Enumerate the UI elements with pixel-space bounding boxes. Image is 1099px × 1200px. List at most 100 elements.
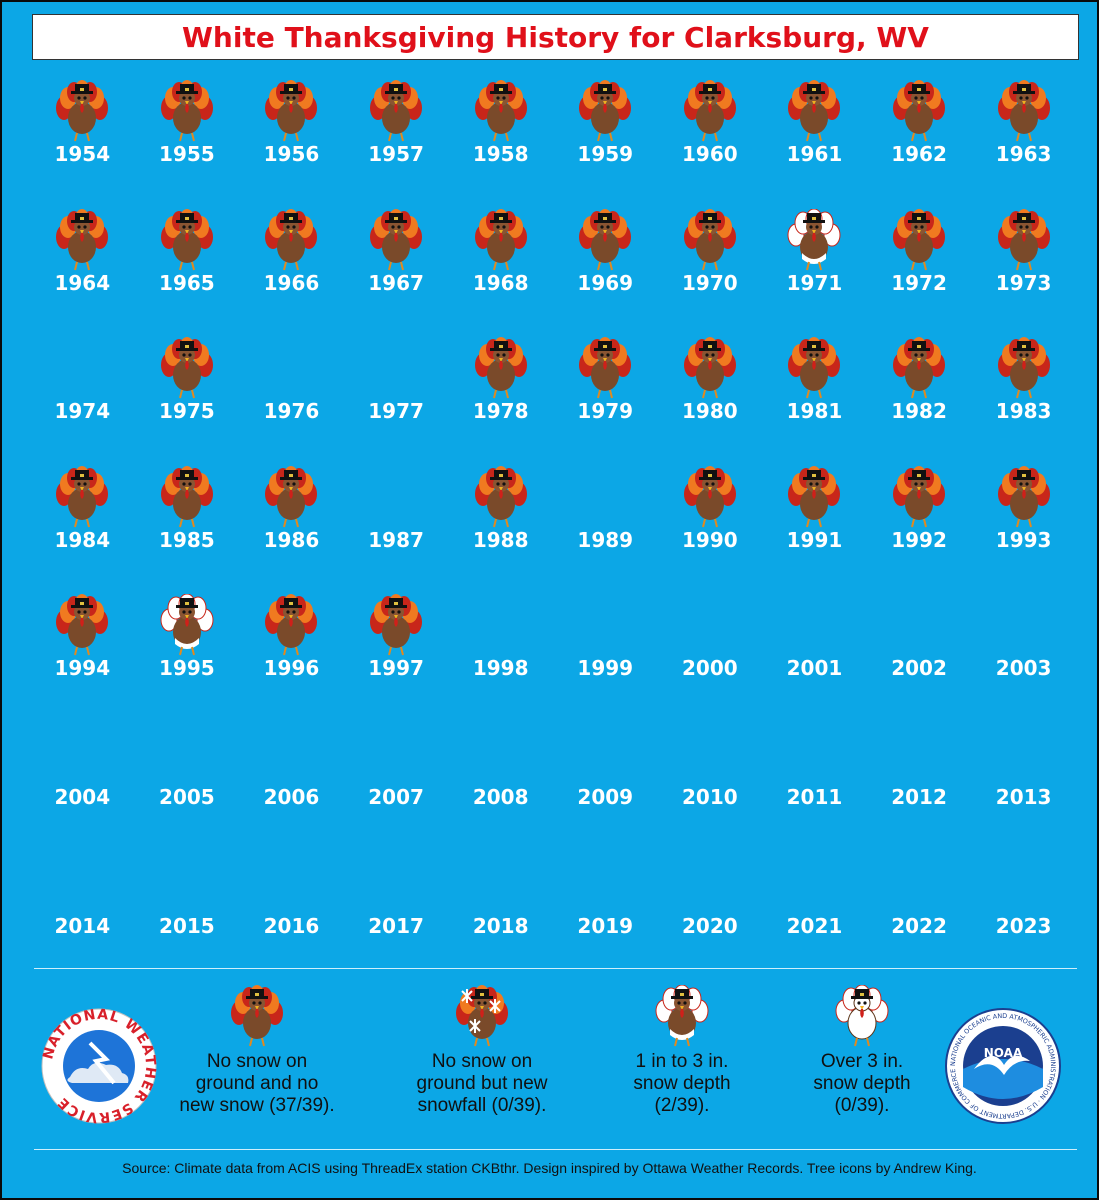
turkey-icon [996,201,1052,271]
turkey-icon [577,72,633,142]
year-cell: 2016 [239,844,344,973]
divider-top [34,968,1077,969]
turkey-icon [159,329,215,399]
year-cell: 1997 [344,586,449,715]
year-cell: 1996 [239,586,344,715]
legend-item-depth-over-3: Over 3 in. snow depth (0/39). [772,977,952,1117]
turkey-icon [682,72,738,142]
year-label: 2011 [786,784,843,809]
year-cell: 2014 [30,844,135,973]
year-label: 1987 [368,527,424,552]
year-label: 2022 [891,913,947,938]
year-label: 2005 [159,784,215,809]
year-cell: 2021 [762,844,867,973]
year-cell: 1954 [30,72,135,201]
year-cell: 2002 [867,586,972,715]
year-cell: 1986 [239,458,344,587]
year-cell: 2011 [762,715,867,844]
legend-item-no-snow: No snow on ground and no new snow (37/39… [152,977,362,1117]
year-label: 2021 [786,913,843,938]
year-label: 2006 [263,784,320,809]
turkey-icon [891,72,947,142]
year-cell: 2007 [344,715,449,844]
legend-text-depth-over-3: Over 3 in. snow depth (0/39). [813,1051,911,1116]
year-label: 1986 [263,527,320,552]
year-cell: 2006 [239,715,344,844]
turkey-icon [368,586,424,656]
year-label: 1998 [472,656,529,681]
year-cell: 2015 [135,844,240,973]
year-label: 1994 [54,656,111,681]
year-label: 1983 [995,399,1052,424]
turkey-icon [54,586,110,656]
legend-icon-no-snow [152,977,362,1047]
legend-text-depth-1-3: 1 in to 3 in. snow depth (2/39). [633,1051,731,1116]
turkey-icon [263,458,319,528]
year-label: 1978 [472,399,529,424]
year-label: 2009 [577,784,634,809]
year-label: 2015 [159,913,215,938]
year-label: 1982 [891,399,947,424]
year-label: 1984 [54,527,111,552]
year-cell: 1960 [658,72,763,201]
year-cell: 1974 [30,329,135,458]
turkey-icon [682,201,738,271]
year-label: 2002 [891,656,947,681]
year-cell: 1970 [658,201,763,330]
turkey-icon [996,329,1052,399]
year-cell: 2023 [971,844,1076,973]
year-label: 1963 [995,142,1052,166]
year-label: 1957 [368,142,424,166]
year-cell: 1998 [448,586,553,715]
year-label: 1989 [577,527,634,552]
year-label: 1975 [159,399,215,424]
year-label: 1968 [472,270,529,295]
year-label: 2012 [891,784,947,809]
turkey-icon [473,458,529,528]
turkey-icon [263,72,319,142]
year-cell: 1963 [971,72,1076,201]
turkey-icon [159,201,215,271]
year-cell: 1977 [344,329,449,458]
year-cell: 1980 [658,329,763,458]
turkey-icon [54,72,110,142]
year-label: 1981 [786,399,843,424]
year-cell: 2018 [448,844,553,973]
year-cell: 1973 [971,201,1076,330]
source-note: Source: Climate data from ACIS using Thr… [122,1160,977,1176]
year-cell: 2004 [30,715,135,844]
year-cell: 2010 [658,715,763,844]
legend-item-depth-1-3: 1 in to 3 in. snow depth (2/39). [592,977,772,1117]
year-cell: 2009 [553,715,658,844]
year-label: 2003 [995,656,1052,681]
turkey-icon [159,72,215,142]
year-cell: 1991 [762,458,867,587]
year-label: 2020 [682,913,738,938]
year-label: 1974 [54,399,111,424]
legend-icon-depth-1-3 [592,977,772,1047]
year-cell: 2013 [971,715,1076,844]
year-cell: 1985 [135,458,240,587]
legend-icon-depth-over-3 [772,977,952,1047]
year-label: 1992 [891,527,947,552]
page-title: White Thanksgiving History for Clarksbur… [182,20,929,54]
year-label: 2017 [368,913,424,938]
turkey-icon [263,201,319,271]
year-label: 1991 [786,527,843,552]
year-label: 2013 [995,784,1052,809]
year-cell: 1965 [135,201,240,330]
year-cell: 1975 [135,329,240,458]
turkey-icon [891,329,947,399]
year-cell: 1993 [971,458,1076,587]
year-cell: 1992 [867,458,972,587]
turkey-icon [682,329,738,399]
year-label: 1961 [786,142,843,166]
year-label: 1966 [263,270,320,295]
turkey-icon [786,72,842,142]
turkey-icon [159,586,215,656]
year-cell: 2001 [762,586,867,715]
year-label: 2008 [472,784,529,809]
year-label: 1955 [159,142,215,166]
year-label: 2016 [263,913,320,938]
year-label: 1954 [54,142,111,166]
